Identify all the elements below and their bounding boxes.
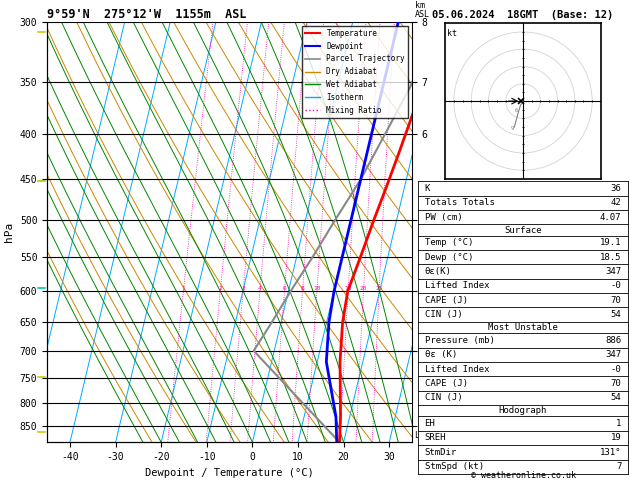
Text: Surface: Surface (504, 226, 542, 235)
Text: StmSpd (kt): StmSpd (kt) (425, 462, 484, 471)
Text: -0: -0 (611, 281, 621, 291)
Text: θε(K): θε(K) (425, 267, 452, 276)
Text: 1: 1 (616, 419, 621, 428)
Text: 36: 36 (611, 184, 621, 193)
Text: 54: 54 (611, 393, 621, 402)
X-axis label: Dewpoint / Temperature (°C): Dewpoint / Temperature (°C) (145, 468, 314, 478)
Text: 05.06.2024  18GMT  (Base: 12): 05.06.2024 18GMT (Base: 12) (432, 10, 614, 20)
Text: SREH: SREH (425, 434, 446, 442)
Text: 54: 54 (611, 310, 621, 319)
Text: 9°59'N  275°12'W  1155m  ASL: 9°59'N 275°12'W 1155m ASL (47, 8, 247, 21)
Text: 9: 9 (511, 126, 514, 132)
Text: CIN (J): CIN (J) (425, 310, 462, 319)
Text: K: K (425, 184, 430, 193)
Text: 7: 7 (616, 462, 621, 471)
Y-axis label: hPa: hPa (4, 222, 14, 242)
Text: 6: 6 (515, 108, 518, 113)
Text: 6: 6 (282, 286, 286, 291)
Text: 2: 2 (218, 286, 222, 291)
Text: 347: 347 (605, 350, 621, 359)
Text: CAPE (J): CAPE (J) (425, 379, 467, 388)
Text: Temp (°C): Temp (°C) (425, 239, 473, 247)
Text: 4: 4 (258, 286, 262, 291)
Text: 3: 3 (242, 286, 245, 291)
Text: 70: 70 (611, 296, 621, 305)
Text: kt: kt (447, 29, 457, 38)
Text: 10: 10 (313, 286, 321, 291)
Text: © weatheronline.co.uk: © weatheronline.co.uk (470, 471, 576, 480)
Text: 42: 42 (611, 198, 621, 208)
Text: 19.1: 19.1 (600, 239, 621, 247)
Text: -0: -0 (611, 364, 621, 374)
Text: 70: 70 (611, 379, 621, 388)
Legend: Temperature, Dewpoint, Parcel Trajectory, Dry Adiabat, Wet Adiabat, Isotherm, Mi: Temperature, Dewpoint, Parcel Trajectory… (302, 26, 408, 118)
Text: 16: 16 (345, 286, 352, 291)
Text: Lifted Index: Lifted Index (425, 364, 489, 374)
Text: LCL: LCL (414, 431, 429, 440)
Text: 25: 25 (376, 286, 383, 291)
Text: θε (K): θε (K) (425, 350, 457, 359)
Text: 1: 1 (182, 286, 186, 291)
Text: 4.07: 4.07 (600, 213, 621, 222)
Text: PW (cm): PW (cm) (425, 213, 462, 222)
Text: CIN (J): CIN (J) (425, 393, 462, 402)
Text: Pressure (mb): Pressure (mb) (425, 336, 494, 345)
Text: Most Unstable: Most Unstable (488, 323, 558, 332)
Text: 886: 886 (605, 336, 621, 345)
Text: CAPE (J): CAPE (J) (425, 296, 467, 305)
Text: 19: 19 (611, 434, 621, 442)
Text: km
ASL: km ASL (415, 1, 430, 19)
Text: Totals Totals: Totals Totals (425, 198, 494, 208)
Text: Lifted Index: Lifted Index (425, 281, 489, 291)
Text: 347: 347 (605, 267, 621, 276)
Text: 20: 20 (360, 286, 367, 291)
Y-axis label: Mixing Ratio (g/kg): Mixing Ratio (g/kg) (430, 185, 438, 279)
Text: 8: 8 (301, 286, 304, 291)
Text: Dewp (°C): Dewp (°C) (425, 253, 473, 262)
Text: 131°: 131° (600, 448, 621, 457)
Text: StmDir: StmDir (425, 448, 457, 457)
Text: Hodograph: Hodograph (499, 406, 547, 415)
Text: EH: EH (425, 419, 435, 428)
Text: 18.5: 18.5 (600, 253, 621, 262)
